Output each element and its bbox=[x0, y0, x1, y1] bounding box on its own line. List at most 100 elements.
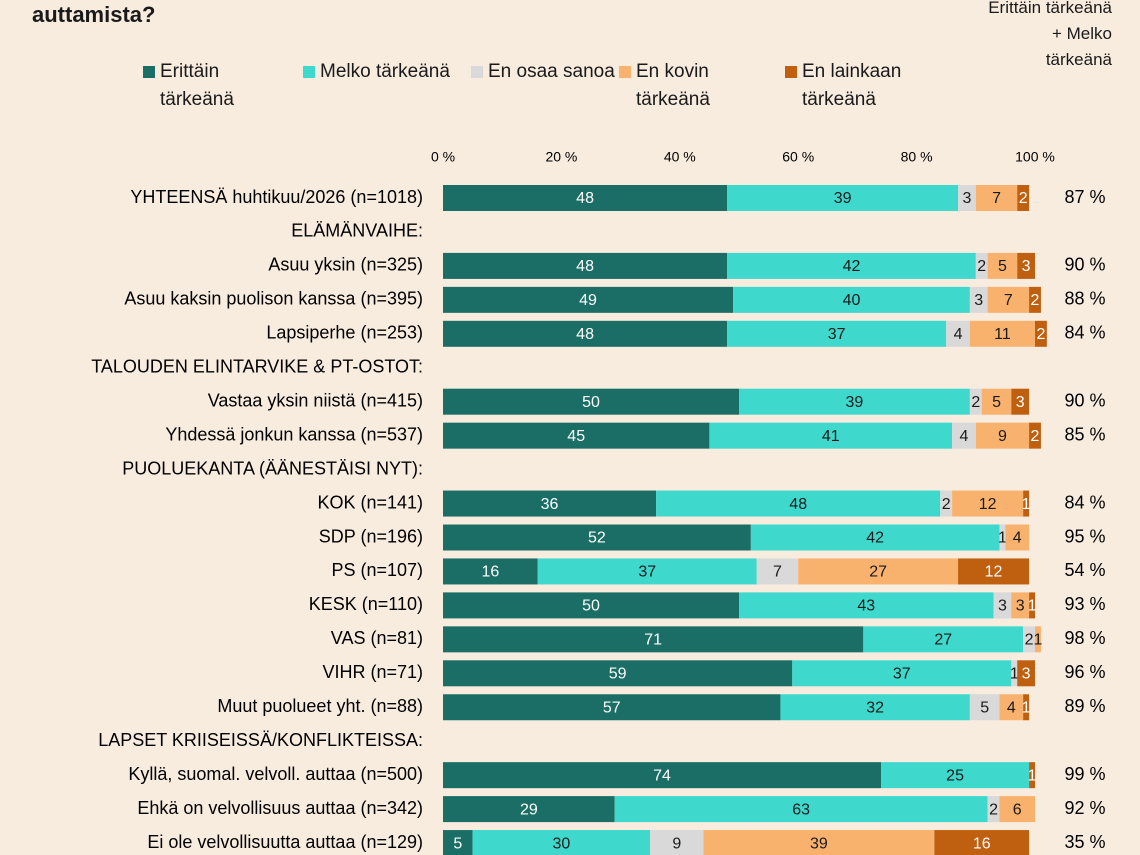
value-label: 71 bbox=[644, 632, 662, 649]
value-label: 16 bbox=[481, 564, 499, 581]
value-label: 37 bbox=[828, 326, 846, 343]
value-label: 16 bbox=[973, 835, 991, 852]
bar-segment bbox=[987, 252, 1018, 279]
bar-segment bbox=[969, 694, 1000, 721]
bar-segment bbox=[614, 796, 988, 823]
bar-segment bbox=[443, 762, 882, 789]
category-label: PS (n=107) bbox=[331, 560, 423, 580]
bar-segment bbox=[1011, 660, 1018, 687]
value-label: 3 bbox=[1016, 598, 1025, 615]
category-label: Asuu yksin (n=325) bbox=[268, 255, 423, 275]
value-label: 5 bbox=[998, 258, 1007, 275]
total-label: 90 % bbox=[1064, 255, 1105, 275]
value-label: 1 bbox=[1034, 632, 1043, 649]
bar-segment bbox=[709, 422, 953, 449]
value-label: 4 bbox=[1007, 699, 1016, 716]
bar-segment bbox=[863, 626, 1024, 653]
bar-segment bbox=[750, 524, 1000, 551]
bar-segment bbox=[981, 388, 1012, 415]
bar-segment bbox=[443, 524, 751, 551]
bar-segment bbox=[958, 558, 1030, 585]
value-label: 2 bbox=[1031, 292, 1040, 309]
total-label: 88 % bbox=[1064, 289, 1105, 309]
value-label: 32 bbox=[866, 699, 884, 716]
bar-segment bbox=[650, 830, 704, 855]
legend-swatch bbox=[143, 66, 155, 78]
bar-segment bbox=[1023, 626, 1035, 653]
bar-segment bbox=[987, 286, 1030, 313]
total-label: 89 % bbox=[1064, 696, 1105, 716]
legend-label: En lainkaan tärkeänä bbox=[802, 61, 902, 110]
value-label: 4 bbox=[954, 326, 963, 343]
value-label: 3 bbox=[1016, 394, 1025, 411]
bar-segment bbox=[443, 694, 781, 721]
value-label: 2 bbox=[942, 496, 951, 513]
value-label: 1 bbox=[1022, 699, 1031, 716]
value-label: 42 bbox=[866, 530, 884, 547]
value-label: 3 bbox=[998, 598, 1007, 615]
bar-segment bbox=[727, 252, 976, 279]
value-label: 39 bbox=[846, 394, 864, 411]
category-label: ELÄMÄNVAIHE: bbox=[291, 221, 423, 241]
category-label: Asuu kaksin puolison kanssa (n=395) bbox=[124, 289, 423, 309]
value-label: 6 bbox=[1013, 801, 1022, 818]
chart-title: auttamista? bbox=[32, 2, 156, 27]
category-label: Kyllä, suomal. velvoll. auttaa (n=500) bbox=[128, 764, 423, 784]
bar-segment bbox=[537, 558, 757, 585]
legend-swatch bbox=[471, 66, 483, 78]
bar-segment bbox=[756, 558, 799, 585]
value-label: 7 bbox=[1004, 292, 1013, 309]
bar-segment bbox=[952, 422, 976, 449]
value-label: 48 bbox=[576, 258, 594, 275]
value-label: 3 bbox=[962, 190, 971, 207]
legend-swatch bbox=[785, 66, 797, 78]
category-label: VAS (n=81) bbox=[331, 628, 423, 648]
value-label: 2 bbox=[1031, 428, 1040, 445]
category-label: Ei ole velvollisuutta auttaa (n=129) bbox=[147, 832, 423, 852]
category-label: PUOLUEKANTA (ÄÄNESTÄISI NYT): bbox=[122, 458, 423, 478]
bar-segment bbox=[969, 388, 982, 415]
x-tick-label: 40 % bbox=[664, 149, 696, 165]
total-label: 84 % bbox=[1064, 492, 1105, 512]
bar-segment bbox=[987, 796, 1000, 823]
bar-segment bbox=[733, 286, 970, 313]
value-label: 25 bbox=[946, 767, 964, 784]
category-label: TALOUDEN ELINTARVIKE & PT-OSTOT: bbox=[91, 357, 423, 377]
total-label: 87 % bbox=[1064, 187, 1105, 207]
legend-label: Erittäin tärkeänä bbox=[160, 61, 234, 110]
value-label: 4 bbox=[1013, 530, 1022, 547]
total-label: 96 % bbox=[1064, 662, 1105, 682]
bar-segment bbox=[1017, 185, 1030, 211]
value-label: 4 bbox=[960, 428, 969, 445]
bar-segment bbox=[881, 762, 1030, 789]
bar-segment bbox=[727, 185, 959, 211]
value-label: 45 bbox=[567, 428, 585, 445]
total-label: 95 % bbox=[1064, 526, 1105, 546]
bar-segment bbox=[1011, 388, 1030, 415]
total-label: 84 % bbox=[1064, 323, 1105, 343]
category-label: YHTEENSÄ huhtikuu/2026 (n=1018) bbox=[130, 187, 423, 207]
value-label: 63 bbox=[792, 801, 810, 818]
x-tick-label: 20 % bbox=[545, 149, 577, 165]
x-tick-label: 60 % bbox=[782, 149, 814, 165]
value-label: 1 bbox=[1010, 666, 1019, 683]
legend-swatch bbox=[619, 66, 631, 78]
value-label: 50 bbox=[582, 394, 600, 411]
bar-segment bbox=[727, 320, 947, 347]
bar-segment bbox=[999, 694, 1024, 721]
legend-swatch bbox=[303, 66, 315, 78]
bar-segment bbox=[999, 796, 1035, 823]
value-label: 12 bbox=[985, 564, 1003, 581]
x-tick-label: 0 % bbox=[431, 149, 455, 165]
value-label: 2 bbox=[1025, 632, 1034, 649]
value-label: 59 bbox=[609, 666, 627, 683]
value-label: 9 bbox=[672, 835, 681, 852]
value-label: 37 bbox=[893, 666, 911, 683]
bar-segment bbox=[472, 830, 651, 855]
total-label: 54 % bbox=[1064, 560, 1105, 580]
category-label: VIHR (n=71) bbox=[322, 662, 423, 682]
value-label: 39 bbox=[810, 835, 828, 852]
bar-segment bbox=[739, 388, 970, 415]
value-label: 12 bbox=[979, 496, 997, 513]
